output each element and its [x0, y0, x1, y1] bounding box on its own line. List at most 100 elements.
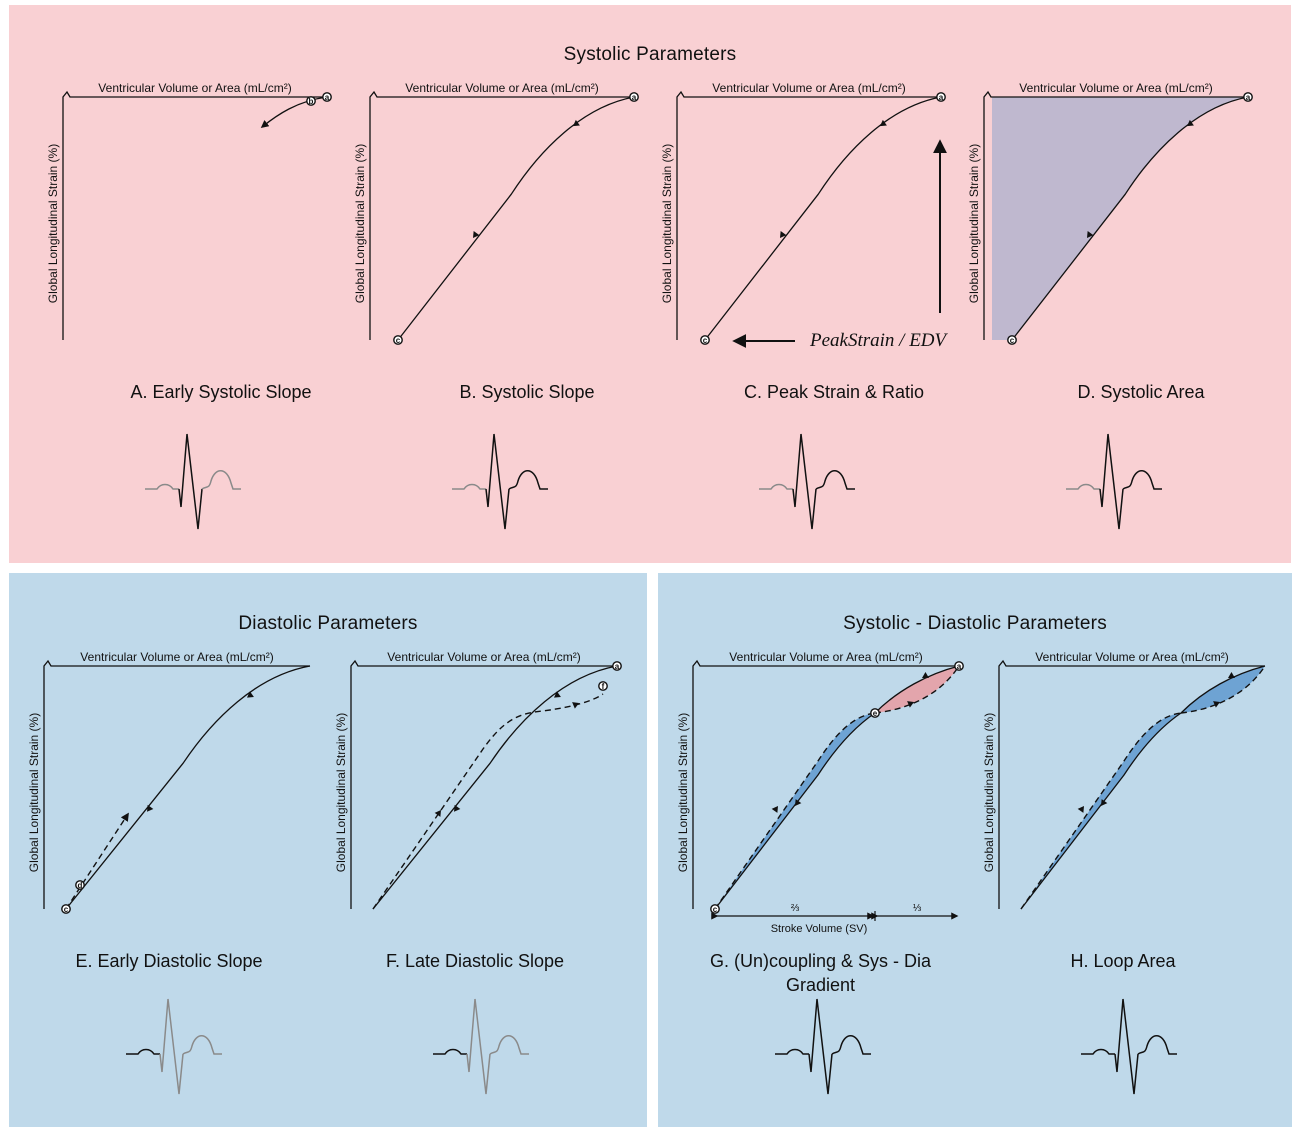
ecg-p-wave-c: [759, 483, 793, 490]
point-c-2-label: c: [703, 336, 708, 345]
axes-frame-b: [369, 90, 638, 340]
point-c-1: [393, 335, 403, 345]
diastolic-plot-e: Ventricular Volume or Area (mL/cm²) Globa…: [27, 650, 311, 1095]
point-a-2-label: a: [939, 93, 944, 102]
sd-arrow-solid-lower-1: [1101, 799, 1108, 806]
sysdia-plot-h: Ventricular Volume or Area (mL/cm²) Globa…: [982, 650, 1266, 1095]
stroke-volume-label: Stroke Volume (SV): [771, 923, 868, 935]
sd-arrow-dash-lower-1: [1077, 806, 1084, 813]
caption-e: E. Early Diastolic Slope: [75, 951, 263, 971]
ecg-qrs-complex-a: [178, 433, 203, 530]
ecg-qrs-complex-e: [159, 998, 184, 1095]
solid-lower-0: [714, 712, 876, 910]
ecg-qrs-complex-d: [1099, 433, 1124, 530]
caption-c: C. Peak Strain & Ratio: [743, 382, 925, 402]
loop-lower-fill-1: [1021, 713, 1181, 909]
dia-arrow-lower-0: [147, 804, 154, 812]
point-d: [75, 880, 85, 890]
solid-lower-1: [1020, 712, 1182, 910]
point-c-2: [700, 335, 710, 345]
early-systolic-segment: [260, 96, 328, 128]
ecg-t-wave-g: [831, 1035, 871, 1055]
point-a-1: [629, 92, 639, 102]
point-a-g: [954, 661, 964, 671]
axes-frame-a: [62, 90, 331, 340]
ecg-t-wave-h: [1137, 1035, 1177, 1055]
systolic-curve-c: [704, 96, 942, 341]
y-axis-label-g: Global Longitudinal Strain (%): [676, 713, 690, 872]
sd-arrow-solid-lower-0: [795, 799, 802, 806]
systolic-curve-f: [372, 665, 618, 910]
systolic-arrow-lower-1: [473, 231, 480, 238]
sysdia-panel-title: Systolic - Diastolic Parameters: [843, 613, 1107, 634]
ecg-p-wave-d: [1066, 483, 1100, 490]
point-e: [870, 708, 880, 718]
ecg-p-wave-f: [433, 1048, 467, 1055]
point-b: [306, 96, 316, 106]
ecg-qrs-complex-c: [792, 433, 817, 530]
x-axis-label-e: Ventricular Volume or Area (mL/cm²): [80, 650, 273, 664]
axes-frame-f: [350, 659, 617, 909]
point-a-3-label: a: [1246, 93, 1251, 102]
early-diastolic-dashed: [65, 812, 129, 910]
sd-arrow-dash-upper-1: [1213, 701, 1220, 708]
axes-frame-h: [998, 659, 1265, 909]
plots-layer: Ventricular Volume or Area (mL/cm²) Globa…: [27, 81, 1266, 1095]
systolic-plot-c: Ventricular Volume or Area (mL/cm²) Globa…: [660, 81, 949, 530]
dia-arrow-upper-1: [554, 691, 561, 698]
diastolic-parameters-panel: Diastolic Parameters E. Early Diastolic …: [9, 573, 647, 1127]
dashed-lower-0: [714, 712, 876, 910]
dashed-lower-1: [1020, 712, 1182, 910]
y-axis-label-e: Global Longitudinal Strain (%): [27, 713, 41, 872]
y-axis-label-h: Global Longitudinal Strain (%): [982, 713, 996, 872]
x-axis-label-c: Ventricular Volume or Area (mL/cm²): [712, 81, 905, 95]
ecg-t-wave-d: [1122, 470, 1162, 490]
loop-upper-fill-1: [1181, 666, 1265, 713]
axes-frame-e: [43, 659, 310, 909]
x-axis-label-d: Ventricular Volume or Area (mL/cm²): [1019, 81, 1212, 95]
point-c-e: [61, 904, 71, 914]
y-axis-label-f: Global Longitudinal Strain (%): [334, 713, 348, 872]
ecg-p-wave-a: [145, 483, 179, 490]
systolic-curve-b: [397, 96, 635, 341]
loop-lower-fill-0: [715, 713, 875, 909]
diastolic-plot-f: Ventricular Volume or Area (mL/cm²) Globa…: [334, 650, 622, 1095]
y-axis-label-d: Global Longitudinal Strain (%): [967, 144, 981, 303]
solid-upper-0: [874, 665, 960, 714]
sd-arrow-dash-lower-0: [771, 806, 778, 813]
ecg-p-wave-h: [1081, 1048, 1115, 1055]
ecg-t-wave-a: [201, 470, 241, 490]
point-c-1-label: c: [396, 336, 401, 345]
ecg-t-wave-f: [489, 1035, 529, 1055]
systolic-arrow-lower-3: [1087, 231, 1094, 238]
caption-h: H. Loop Area: [1070, 951, 1176, 971]
late-diastolic-dashed: [372, 693, 604, 910]
point-b-label: b: [309, 97, 314, 106]
systolic-curve-e: [65, 665, 311, 910]
sysdia-plot-g: Ventricular Volume or Area (mL/cm²) Globa…: [676, 650, 964, 1095]
systolic-panel-title: Systolic Parameters: [563, 44, 737, 65]
point-a-0: [322, 92, 332, 102]
ecg-p-wave-g: [775, 1048, 809, 1055]
x-axis-label-f: Ventricular Volume or Area (mL/cm²): [387, 650, 580, 664]
diastolic-panel-title: Diastolic Parameters: [238, 613, 418, 634]
axes-frame-g: [692, 659, 959, 909]
point-f: [598, 681, 608, 691]
caption-f: F. Late Diastolic Slope: [385, 951, 565, 971]
point-d-label: d: [78, 881, 83, 890]
ecg-qrs-complex-b: [485, 433, 510, 530]
dia-arrow-lower-1: [454, 804, 461, 812]
systolic-arrow-upper-2: [880, 119, 887, 127]
point-a-f-label: a: [615, 662, 620, 671]
point-e-label: e: [873, 709, 878, 718]
point-c-g-label: c: [713, 905, 718, 914]
dashed-arrow-upper: [572, 702, 579, 709]
point-c-e-label: c: [64, 905, 69, 914]
systolic-arrow-upper-1: [573, 119, 580, 127]
systolic-diastolic-parameters-panel: Systolic - Diastolic Parameters G. (Un)c…: [658, 573, 1292, 1127]
y-axis-label-b: Global Longitudinal Strain (%): [353, 144, 367, 303]
x-axis-label-g: Ventricular Volume or Area (mL/cm²): [729, 650, 922, 664]
sd-arrow-dash-upper-0: [907, 701, 914, 708]
caption-g: G. (Un)coupling & Sys - Dia Gradient: [709, 951, 932, 995]
caption-b: B. Systolic Slope: [459, 382, 595, 402]
